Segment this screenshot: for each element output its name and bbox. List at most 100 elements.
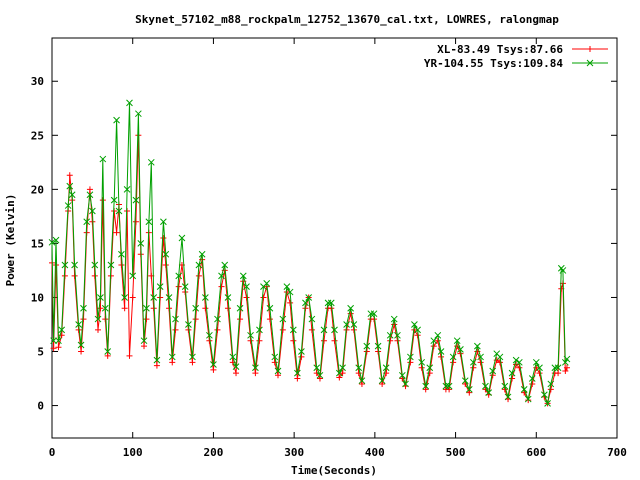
data-point [168, 353, 176, 361]
data-point [355, 364, 363, 372]
data-point [367, 310, 375, 318]
data-point [374, 342, 382, 350]
data-point [140, 337, 148, 345]
data-point [391, 321, 398, 328]
data-point [210, 361, 217, 368]
data-point [298, 353, 305, 360]
data-point [320, 326, 328, 334]
data-point [156, 283, 164, 291]
data-point [224, 294, 232, 301]
data-point [445, 382, 453, 390]
data-point [331, 337, 338, 344]
data-point [195, 272, 202, 279]
y-axis-label: Power (Kelvin) [4, 194, 17, 287]
data-point [129, 294, 136, 301]
data-point [121, 305, 128, 312]
data-point [422, 386, 429, 393]
data-point [555, 370, 562, 377]
series-line [51, 102, 568, 406]
data-point [316, 375, 323, 382]
data-point [129, 272, 137, 280]
data-point [426, 370, 433, 377]
data-point [515, 358, 523, 366]
data-point [563, 355, 571, 363]
data-point [363, 342, 371, 350]
data-point [160, 235, 167, 241]
data-point [390, 315, 398, 323]
data-point [135, 110, 142, 118]
x-axis-ticks: 0 100 200 300 400 500 600 700 [49, 38, 627, 459]
data-point [407, 359, 414, 366]
data-point [143, 316, 150, 323]
legend-label: YR-104.55 Tsys:109.84 [424, 57, 563, 70]
data-point [335, 369, 343, 377]
data-point [271, 359, 278, 366]
data-point [513, 361, 520, 368]
data-point [422, 382, 430, 390]
data-point [561, 358, 569, 366]
data-point [198, 250, 206, 258]
data-point [137, 240, 145, 247]
data-point [113, 229, 120, 236]
y-axis-ticks: 0 5 10 15 20 25 30 [31, 75, 617, 413]
data-point [260, 294, 267, 301]
data-point [91, 272, 98, 279]
data-point [83, 218, 91, 226]
data-point [536, 370, 543, 377]
data-point [237, 316, 244, 323]
data-point [508, 369, 516, 377]
data-point [224, 305, 231, 312]
data-point [477, 353, 484, 361]
x-tick-label: 400 [365, 446, 385, 459]
data-point [206, 331, 213, 339]
data-point [559, 267, 567, 274]
data-point [434, 331, 442, 339]
data-point [446, 386, 453, 393]
data-point [91, 261, 99, 269]
data-point [94, 315, 102, 323]
data-point [68, 191, 76, 199]
data-point [110, 196, 118, 204]
data-point [533, 364, 540, 371]
data-point [52, 236, 60, 244]
data-point [86, 186, 93, 193]
data-point [66, 182, 74, 190]
data-point [453, 337, 461, 345]
data-point [394, 331, 401, 339]
data-point [418, 364, 425, 371]
data-point [512, 356, 520, 364]
data-point [382, 364, 390, 372]
series-layer [48, 99, 571, 407]
data-point [247, 337, 254, 344]
data-point [102, 316, 109, 323]
data-point [80, 304, 87, 312]
x-tick-label: 600 [526, 446, 546, 459]
data-point [192, 304, 200, 312]
data-point [563, 364, 570, 371]
data-point [470, 364, 477, 371]
data-point [150, 294, 158, 301]
data-point [327, 299, 335, 307]
data-point [99, 155, 107, 163]
data-point [218, 283, 225, 290]
data-point [71, 261, 78, 269]
data-point [283, 283, 291, 291]
data-point [294, 375, 301, 382]
data-point [496, 359, 503, 366]
data-point [528, 375, 536, 382]
data-point [160, 218, 167, 226]
data-point [58, 326, 66, 334]
y-tick-label: 25 [31, 129, 44, 142]
legend-label: XL-83.49 Tsys:87.66 [437, 43, 563, 56]
data-point [321, 337, 328, 344]
data-point [141, 343, 148, 350]
data-point [153, 362, 160, 369]
data-point [536, 364, 543, 372]
data-point [450, 359, 457, 366]
data-point [496, 353, 504, 361]
y-tick-label: 30 [31, 75, 44, 88]
x-tick-label: 0 [49, 446, 56, 459]
data-point [289, 326, 297, 334]
data-point [418, 358, 426, 366]
